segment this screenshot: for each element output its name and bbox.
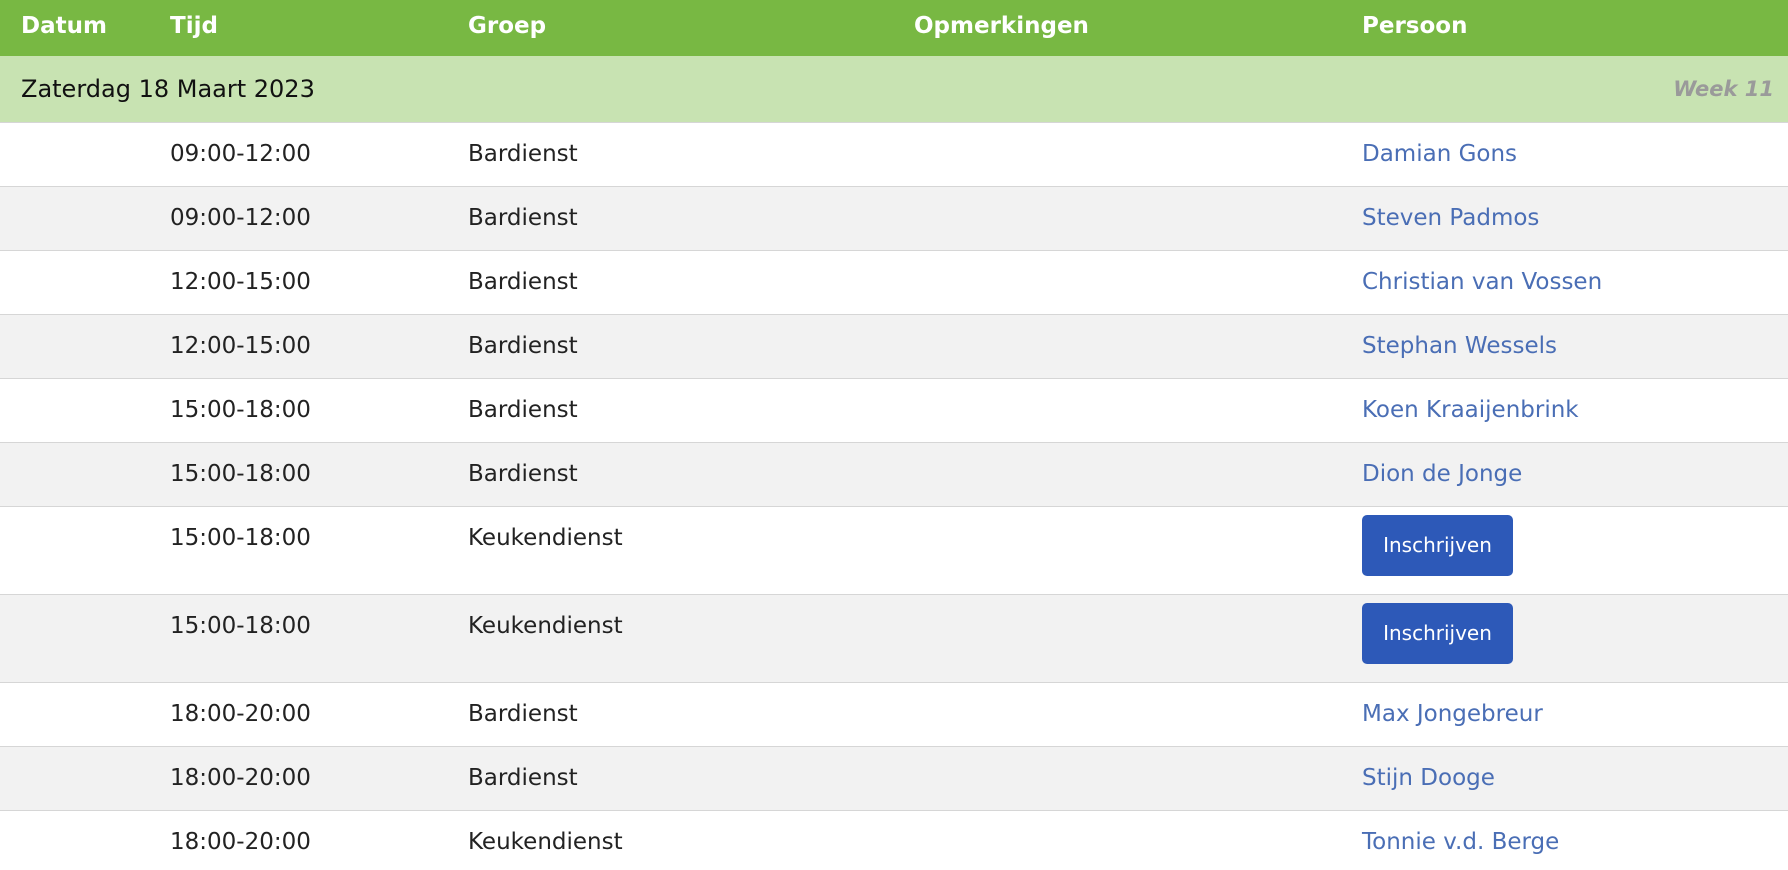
inschrijven-button[interactable]: Inschrijven bbox=[1362, 515, 1513, 576]
table-row: 15:00-18:00 Bardienst Koen Kraaijenbrink bbox=[0, 379, 1788, 443]
time-cell: 15:00-18:00 bbox=[170, 397, 311, 423]
header-opmerkingen[interactable]: Opmerkingen bbox=[914, 13, 1089, 39]
person-link[interactable]: Dion de Jonge bbox=[1362, 461, 1523, 487]
person-link[interactable]: Max Jongebreur bbox=[1362, 701, 1543, 727]
table-row: 09:00-12:00 Bardienst Damian Gons bbox=[0, 123, 1788, 187]
group-cell: Bardienst bbox=[468, 141, 578, 167]
time-cell: 15:00-18:00 bbox=[170, 461, 311, 487]
table-row: 12:00-15:00 Bardienst Christian van Voss… bbox=[0, 251, 1788, 315]
time-cell: 15:00-18:00 bbox=[170, 525, 311, 551]
time-cell: 12:00-15:00 bbox=[170, 269, 311, 295]
person-link[interactable]: Stijn Dooge bbox=[1362, 765, 1495, 791]
group-cell: Keukendienst bbox=[468, 829, 623, 855]
group-cell: Bardienst bbox=[468, 701, 578, 727]
day-group-row: Zaterdag 18 Maart 2023 Week 11 bbox=[0, 56, 1788, 123]
time-cell: 15:00-18:00 bbox=[170, 613, 311, 639]
person-link[interactable]: Koen Kraaijenbrink bbox=[1362, 397, 1579, 423]
person-link[interactable]: Christian van Vossen bbox=[1362, 269, 1603, 295]
table-row: 15:00-18:00 Keukendienst Inschrijven bbox=[0, 507, 1788, 595]
header-persoon[interactable]: Persoon bbox=[1362, 13, 1468, 39]
table-row: 18:00-20:00 Bardienst Stijn Dooge bbox=[0, 747, 1788, 811]
person-link[interactable]: Stephan Wessels bbox=[1362, 333, 1557, 359]
time-cell: 18:00-20:00 bbox=[170, 765, 311, 791]
table-row: 09:00-12:00 Bardienst Steven Padmos bbox=[0, 187, 1788, 251]
time-cell: 18:00-20:00 bbox=[170, 829, 311, 855]
table-row: 12:00-15:00 Bardienst Stephan Wessels bbox=[0, 315, 1788, 379]
group-cell: Bardienst bbox=[468, 205, 578, 231]
table-row: 15:00-18:00 Keukendienst Inschrijven bbox=[0, 595, 1788, 683]
time-cell: 09:00-12:00 bbox=[170, 141, 311, 167]
group-cell: Keukendienst bbox=[468, 525, 623, 551]
person-link[interactable]: Damian Gons bbox=[1362, 141, 1518, 167]
day-label: Zaterdag 18 Maart 2023 bbox=[21, 75, 315, 103]
table-row: 18:00-20:00 Bardienst Max Jongebreur bbox=[0, 683, 1788, 747]
time-cell: 18:00-20:00 bbox=[170, 701, 311, 727]
time-cell: 09:00-12:00 bbox=[170, 205, 311, 231]
group-cell: Bardienst bbox=[468, 765, 578, 791]
table-header: Datum Tijd Groep Opmerkingen Persoon bbox=[0, 0, 1788, 56]
inschrijven-button[interactable]: Inschrijven bbox=[1362, 603, 1513, 664]
person-link[interactable]: Tonnie v.d. Berge bbox=[1362, 829, 1560, 855]
header-tijd[interactable]: Tijd bbox=[170, 13, 218, 39]
header-groep[interactable]: Groep bbox=[468, 13, 547, 39]
group-cell: Bardienst bbox=[468, 333, 578, 359]
header-datum[interactable]: Datum bbox=[21, 13, 107, 39]
time-cell: 12:00-15:00 bbox=[170, 333, 311, 359]
group-cell: Bardienst bbox=[468, 397, 578, 423]
week-label: Week 11 bbox=[1673, 77, 1774, 101]
group-cell: Bardienst bbox=[468, 269, 578, 295]
table-row: 18:00-20:00 Keukendienst Tonnie v.d. Ber… bbox=[0, 811, 1788, 870]
table-row: 15:00-18:00 Bardienst Dion de Jonge bbox=[0, 443, 1788, 507]
person-link[interactable]: Steven Padmos bbox=[1362, 205, 1540, 231]
group-cell: Bardienst bbox=[468, 461, 578, 487]
group-cell: Keukendienst bbox=[468, 613, 623, 639]
